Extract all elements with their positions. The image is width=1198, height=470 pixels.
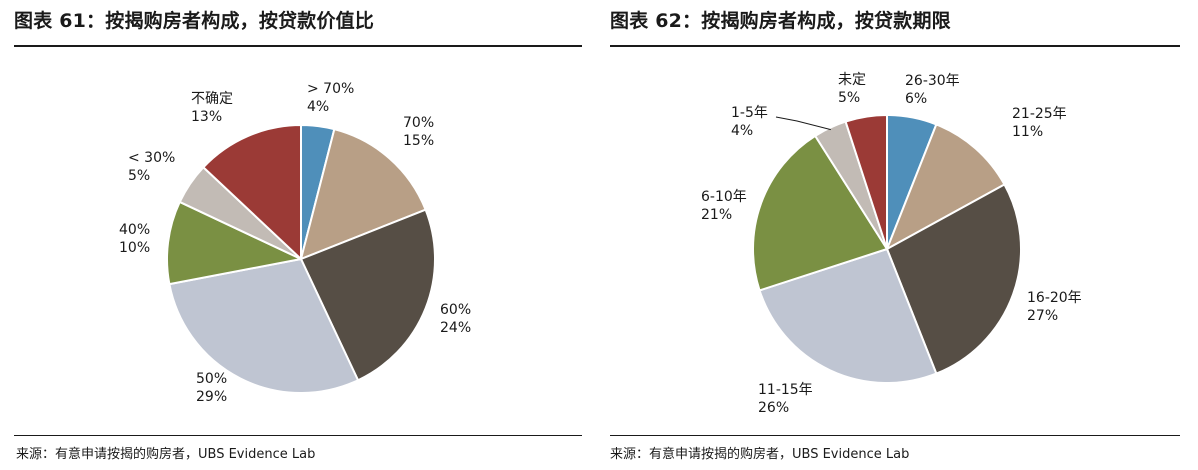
slice-category-label: < 30% [128,150,175,166]
slice-value-label: 26% [758,400,789,416]
slice-value-label: 29% [196,389,227,405]
slice-category-label: > 70% [307,81,354,97]
slice-category-label: 50% [196,371,227,387]
slice-value-label: 13% [191,109,222,125]
pie-chart-term: 26-30年 6% 21-25年 11% 16-20年 27% 11-15年 26% 6-10年… [701,72,1082,416]
chart-panel-ltv: 图表 61：按揭购房者构成，按贷款价值比 > 70% 4% 70% 15% 60% 24%… [0,0,590,470]
pie-slice-60-2 [300,208,436,382]
slice-value-label: 10% [119,240,150,256]
slice-category-label: 1-5年 [731,105,768,121]
slice-value-label: 5% [838,90,860,106]
pie-slice-slice-6 [844,114,888,250]
pie-labels: 26-30年 6% 21-25年 11% 16-20年 27% 11-15年 26% 6-10年… [701,72,1082,416]
chart-panel-term: 图表 62：按揭购房者构成，按贷款期限 26-30年 6% 21-25年 11% 16-… [600,0,1190,470]
slice-category-label: 70% [403,115,434,131]
slice-value-label: 4% [731,123,753,139]
chart-title: 图表 61：按揭购房者构成，按贷款价值比 [14,10,375,32]
pie-slice-21-25-1 [886,123,1006,250]
pie-slices [166,124,436,394]
slice-category-label: 26-30年 [905,73,960,89]
slice-value-label: 24% [440,320,471,336]
slice-category-label: 16-20年 [1027,290,1082,306]
title-divider [610,45,1180,47]
slice-value-label: 4% [307,99,329,115]
slice-value-label: 15% [403,133,434,149]
slice-value-label: 27% [1027,308,1058,324]
pie-slices [752,114,1022,384]
slice-category-label: 40% [119,222,150,238]
pie-slice-40-4 [166,200,302,286]
pie-labels: > 70% 4% 70% 15% 60% 24% 50% 29% 40% 10% < 30% 5% 不确… [119,81,471,405]
pie-slice-50-3 [168,258,360,394]
pie-slice-70-1 [300,128,427,260]
pie-slice-11-15-3 [758,248,938,384]
slice-category-label: 不确定 [191,91,233,107]
pie-slice-16-20-2 [886,183,1022,375]
slice-value-label: 5% [128,168,150,184]
slice-category-label: 60% [440,302,471,318]
source-note: 来源：有意申请按揭的购房者，UBS Evidence Lab [610,447,910,462]
source-note: 来源：有意申请按揭的购房者，UBS Evidence Lab [16,447,316,462]
pie-slice-6-10-4 [752,134,888,292]
pie-chart-ltv: > 70% 4% 70% 15% 60% 24% 50% 29% 40% 10% < 30% 5% 不确… [119,81,471,405]
source-divider [610,435,1180,436]
leader-line [775,116,831,131]
slice-value-label: 11% [1012,124,1043,140]
slice-category-label: 21-25年 [1012,106,1067,122]
slice-value-label: 6% [905,91,927,107]
title-divider [14,45,582,47]
chart-title: 图表 62：按揭购房者构成，按贷款期限 [610,10,951,32]
slice-category-label: 未定 [838,72,866,88]
slice-category-label: 11-15年 [758,382,813,398]
slice-category-label: 6-10年 [701,189,747,205]
slice-value-label: 21% [701,207,732,223]
pie-slice-slice-6 [202,124,302,260]
source-divider [14,435,582,436]
